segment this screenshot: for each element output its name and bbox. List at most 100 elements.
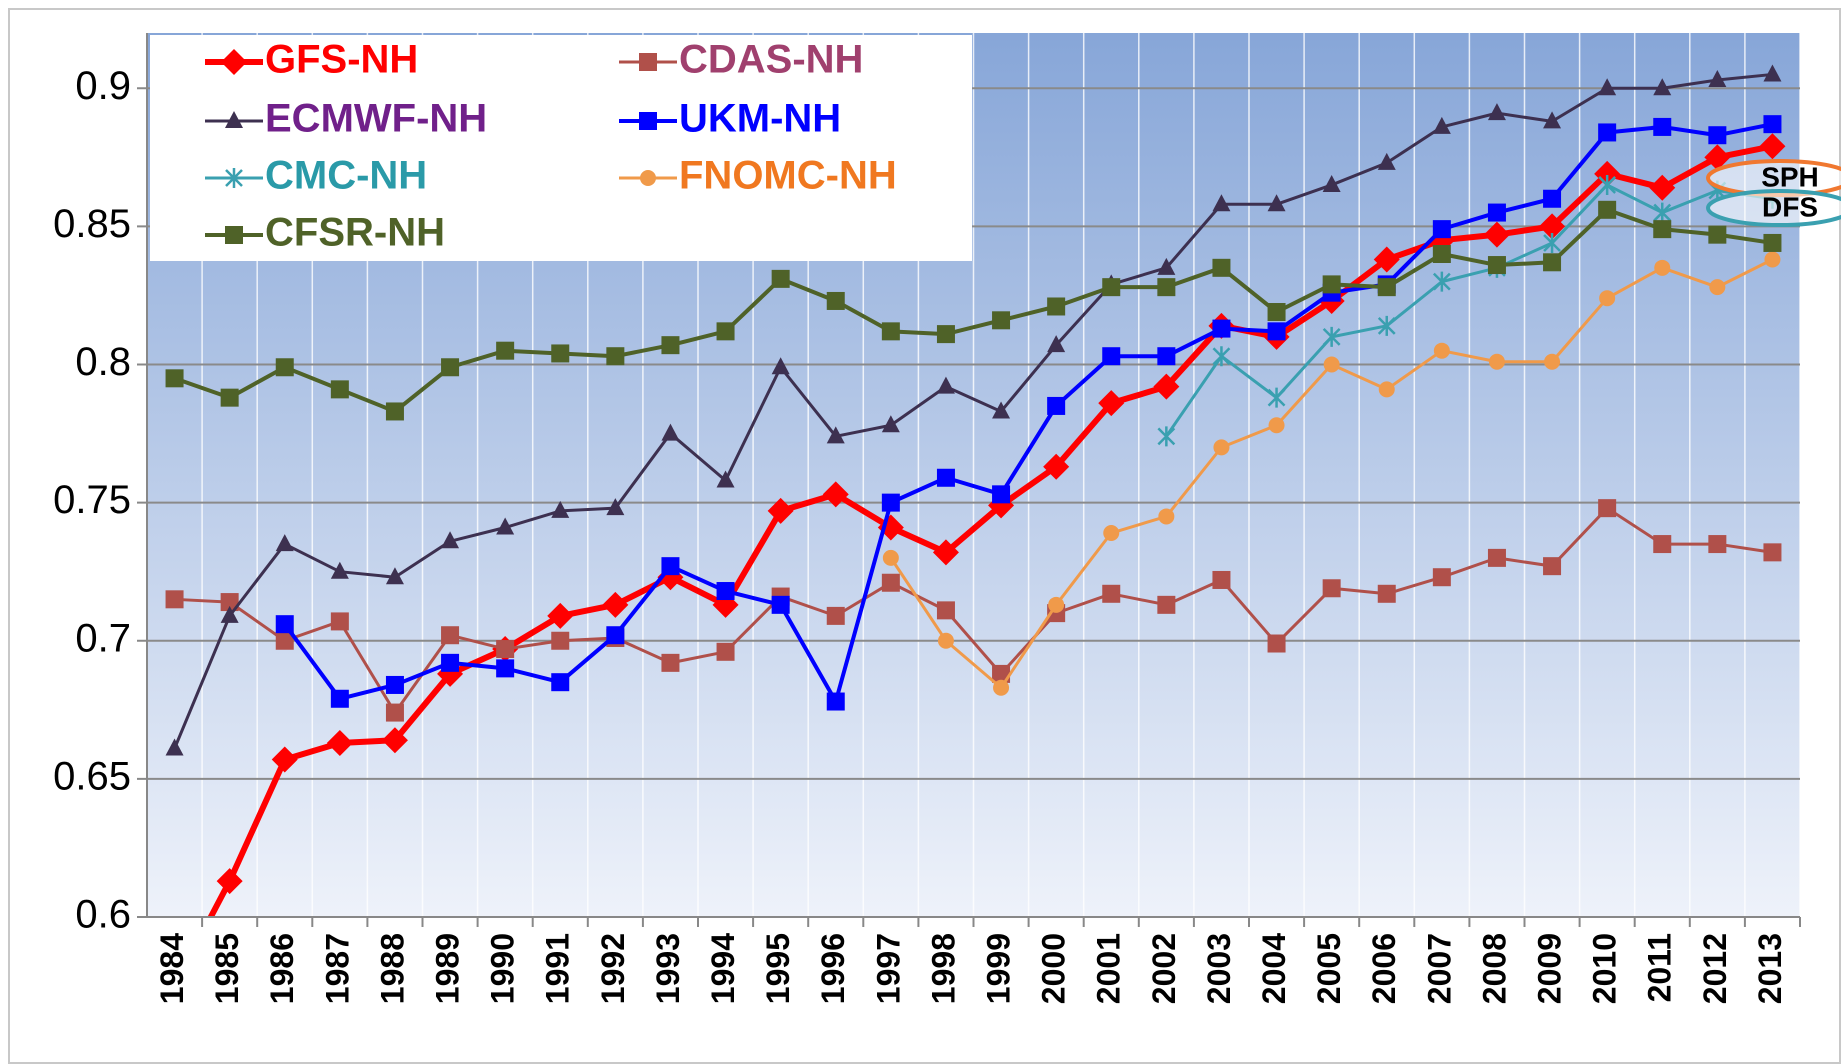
x-tick-label: 2013: [1752, 933, 1788, 1004]
marker: [326, 729, 353, 756]
marker: [1323, 356, 1340, 373]
marker: [551, 673, 570, 692]
marker: [1708, 225, 1727, 244]
marker: [937, 632, 954, 649]
marker: [330, 380, 349, 399]
marker: [1543, 232, 1561, 253]
marker: [275, 631, 294, 650]
marker: [1653, 535, 1672, 554]
y-tick-label: 0.6: [75, 893, 131, 937]
marker: [385, 703, 404, 722]
marker: [661, 336, 680, 355]
marker: [1759, 133, 1786, 160]
x-tick-label: 1992: [595, 933, 631, 1004]
marker: [385, 402, 404, 421]
marker: [767, 497, 794, 524]
marker: [220, 593, 239, 612]
x-tick-label: 1988: [374, 933, 410, 1004]
series-line: [1165, 183, 1773, 438]
marker: [441, 531, 460, 549]
marker: [993, 679, 1010, 696]
marker: [826, 692, 845, 711]
marker: [606, 626, 625, 645]
x-tick-label: 1995: [760, 933, 796, 1004]
y-tick-label: 0.9: [75, 64, 131, 108]
y-tick-label: 0.7: [75, 616, 131, 660]
marker: [1212, 194, 1231, 212]
x-tick-label: 1996: [815, 933, 851, 1004]
marker: [496, 517, 515, 535]
marker: [1598, 174, 1617, 195]
x-tick-label: 1999: [981, 933, 1017, 1004]
marker: [496, 341, 515, 360]
marker: [1322, 579, 1341, 598]
marker: [1708, 126, 1727, 145]
y-tick-label: 0.65: [53, 754, 131, 798]
marker: [936, 325, 955, 344]
marker: [165, 369, 184, 388]
marker: [881, 573, 900, 592]
marker: [1432, 271, 1451, 292]
marker: [1157, 347, 1176, 366]
marker: [1653, 78, 1672, 96]
marker: [822, 481, 849, 508]
marker: [1763, 115, 1782, 134]
x-tick-label: 2010: [1587, 933, 1623, 1004]
series: [1157, 174, 1782, 447]
marker: [1213, 439, 1230, 456]
marker: [1599, 290, 1616, 307]
marker: [496, 659, 515, 678]
marker: [1653, 202, 1672, 223]
marker: [1543, 111, 1562, 129]
x-tick-label: 1987: [319, 933, 355, 1004]
marker: [992, 485, 1011, 504]
marker: [1653, 220, 1672, 239]
marker: [1047, 335, 1066, 353]
legend-label: FNOMC-NH: [679, 154, 897, 198]
marker: [1483, 221, 1510, 248]
marker: [936, 376, 955, 394]
marker: [1267, 634, 1286, 653]
marker: [1487, 548, 1506, 567]
marker: [936, 468, 955, 487]
marker: [1268, 417, 1285, 434]
marker: [1598, 499, 1617, 518]
marker: [716, 582, 735, 601]
series-line: [174, 506, 1773, 715]
marker: [602, 591, 629, 618]
series: [882, 251, 1781, 696]
marker: [1102, 584, 1121, 603]
marker: [1432, 568, 1451, 587]
marker: [1158, 508, 1175, 525]
marker: [1267, 387, 1286, 408]
marker: [1157, 278, 1176, 297]
marker: [1377, 584, 1396, 603]
x-tick-label: 1997: [870, 933, 906, 1004]
marker: [771, 595, 790, 614]
y-tick-label: 0.85: [53, 202, 131, 246]
marker: [1267, 322, 1286, 341]
x-tick-label: 2000: [1036, 933, 1072, 1004]
legend-label: UKM-NH: [679, 97, 841, 141]
legend: GFS-NH CDAS-NH ECMWF-NH UKM-NH CMC-NH FNOMC-N…: [150, 35, 972, 261]
marker: [1377, 315, 1396, 336]
marker: [385, 675, 404, 694]
marker: [1594, 160, 1621, 187]
marker: [1432, 116, 1451, 134]
x-tick-label: 1994: [705, 933, 741, 1004]
marker: [551, 344, 570, 363]
marker: [936, 601, 955, 620]
marker: [1487, 256, 1506, 275]
legend-label: CDAS-NH: [679, 38, 863, 82]
marker: [1212, 258, 1231, 277]
marker: [606, 347, 625, 366]
marker: [1048, 596, 1065, 613]
marker: [932, 539, 959, 566]
series-line: [283, 122, 1773, 704]
marker: [551, 500, 570, 518]
marker: [1212, 346, 1231, 367]
annotation-text: SPH: [1761, 161, 1819, 192]
marker: [882, 549, 899, 566]
marker: [771, 269, 790, 288]
